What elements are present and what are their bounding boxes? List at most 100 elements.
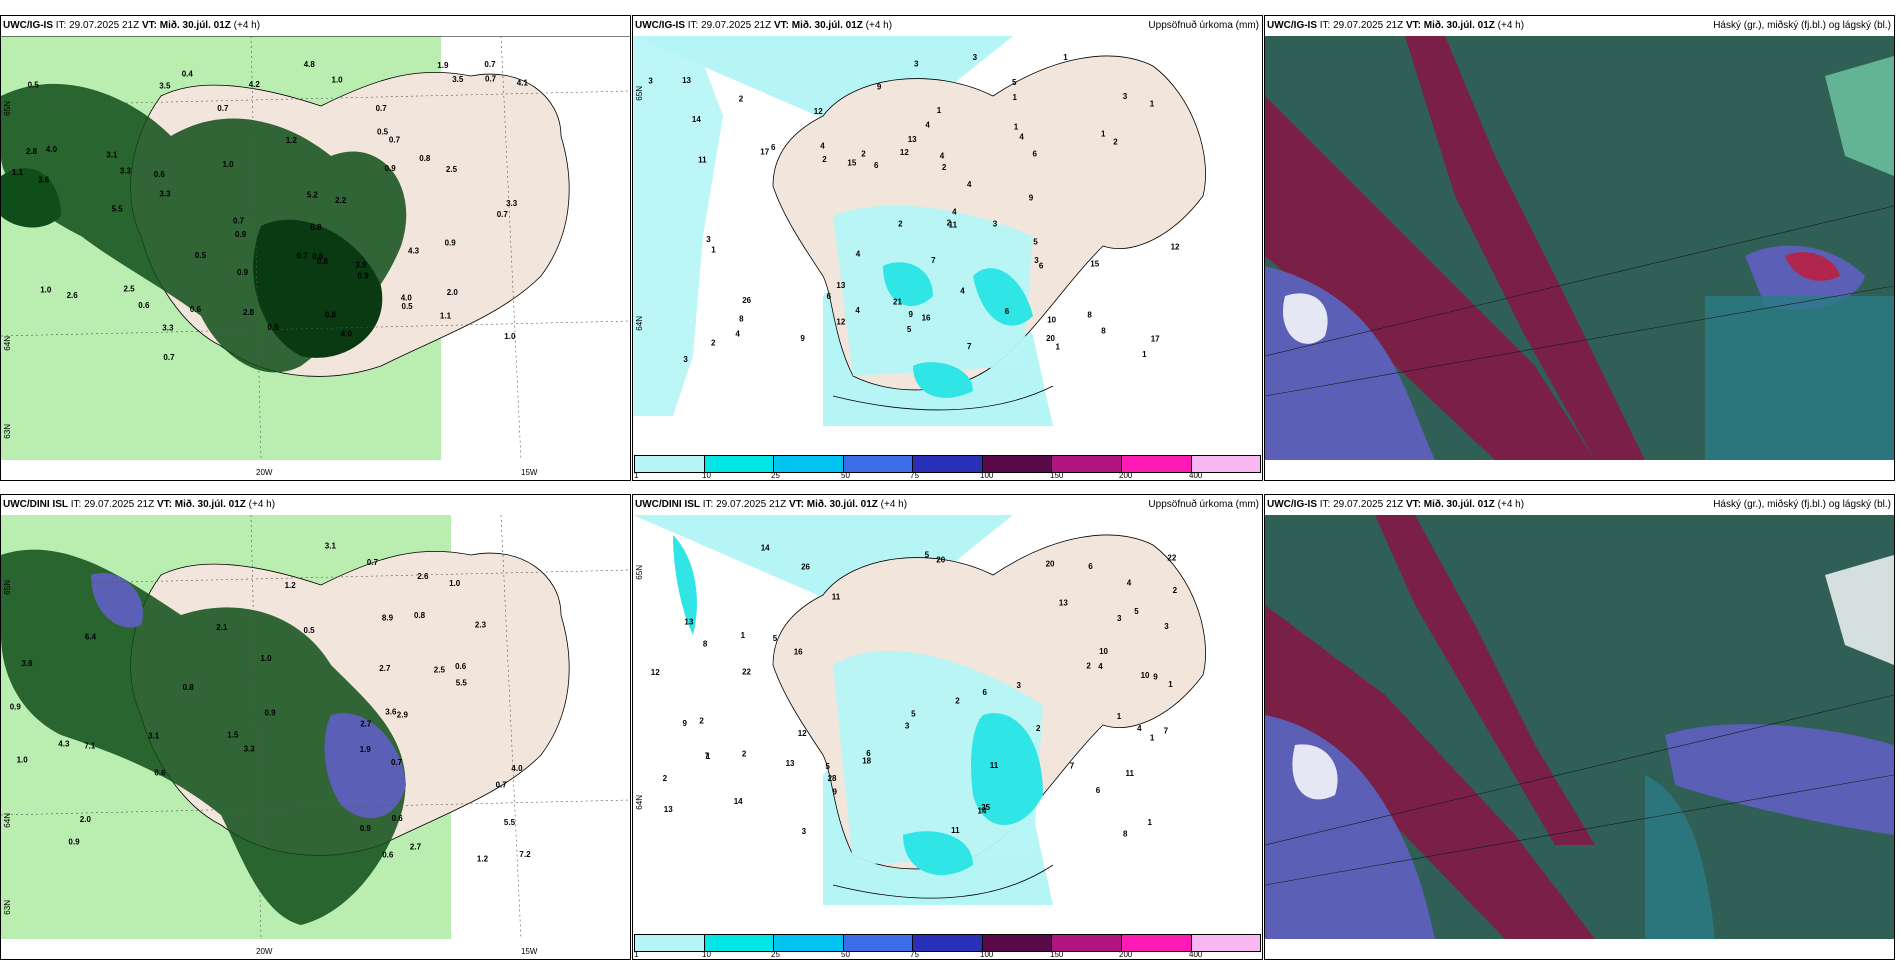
precip-value-label: 0.6 [190, 305, 202, 314]
lat-label: 64N [3, 813, 12, 828]
valid-time-label: VT: [788, 499, 804, 510]
valid-time-label: VT: [156, 499, 172, 510]
precip-value-label: 4.0 [511, 764, 523, 773]
legend-cell [982, 456, 1053, 472]
model-name: UWC/DINI ISL [635, 499, 700, 510]
precip-value-label: 8.9 [382, 613, 394, 622]
precip-value-label: 0.7 [496, 781, 508, 790]
precip-value-label: 3 [648, 77, 653, 86]
panel-header: UWC/IG-IS IT: 29.07.2025 21Z VT: Mið. 30… [1265, 16, 1894, 36]
precip-value-label: 6 [866, 749, 871, 758]
precip-value-label: 0.7 [217, 104, 229, 113]
precip-value-label: 12 [651, 668, 660, 677]
precip-value-label: 6 [874, 161, 879, 170]
lat-label: 65N [635, 86, 644, 101]
legend-cell [1191, 456, 1261, 472]
precip-value-labels: 1.9 4.0 2.5 0.7 0.9 0.8 0.6 1.0 5.5 2.7 3.6 2.7 1.0 0… [10, 541, 531, 863]
precip-value-label: 2 [1086, 662, 1091, 671]
precip-value-label: 4.8 [304, 60, 316, 69]
precip-value-label: 4 [856, 250, 861, 259]
accumulated-precip-map: 2 15 4 7 9 3 8 5 10 6 1 2 4 3 6 4 3 1 2 1 3 4 5 3 6 1 2 4 2 4 8 4 1 3 2 7 9 6… [633, 36, 1262, 436]
map-canvas-r1r [1265, 36, 1894, 460]
legend-cell [1191, 935, 1261, 951]
precip-value-label: 0.7 [484, 60, 496, 69]
precip-value-label: 9 [1153, 673, 1158, 682]
precip-value-label: 7.1 [84, 742, 96, 751]
precip-value-label: 2.0 [80, 815, 92, 824]
lat-label: 64N [635, 316, 644, 331]
lead-time: (+4 h) [1497, 499, 1525, 510]
precip-value-label: 7 [931, 256, 936, 265]
precip-value-label: 8 [1087, 311, 1092, 320]
precip-value-label: 3 [914, 60, 919, 69]
precip-value-label: 3 [1034, 256, 1039, 265]
precip-value-label: 3 [1117, 614, 1122, 623]
precip-value-label: 13 [908, 135, 917, 144]
panel-row2-right: UWC/IG-IS IT: 29.07.2025 21Z VT: Mið. 30… [1264, 494, 1895, 960]
precip-value-label: 13 [664, 805, 673, 814]
precip-value-label: 2.7 [379, 664, 391, 673]
precip-value-label: 0.7 [389, 135, 401, 144]
lat-label: 65N [3, 580, 12, 595]
panel-header: UWC/IG-IS IT: 29.07.2025 21Z VT: Mið. 30… [633, 16, 1262, 36]
precip-value-label: 7 [1164, 726, 1169, 735]
precip-value-label: 11 [1126, 769, 1135, 778]
precip-value-label: 1 [937, 106, 942, 115]
precip-value-label: 0.9 [265, 708, 277, 717]
precip-value-label: 6.4 [85, 633, 97, 642]
model-name: UWC/IG-IS [3, 20, 53, 31]
precip-value-label: 0.9 [235, 230, 247, 239]
map-canvas-r2m: 5113949812141452631379710461222352312568… [633, 515, 1262, 915]
precip-value-label: 0.9 [10, 702, 22, 711]
precip-value-label: 7 [967, 342, 972, 351]
panel-header: UWC/DINI ISL IT: 29.07.2025 21Z VT: Mið.… [633, 495, 1262, 515]
precip-value-label: 4.0 [341, 329, 353, 338]
precip-value-label: 17 [1151, 334, 1160, 343]
precip-value-label: 1.9 [360, 745, 372, 754]
precip-value-label: 4 [940, 151, 945, 160]
precip-value-label: 4.3 [58, 739, 70, 748]
precip-value-label: 4 [1098, 662, 1103, 671]
legend-cell [704, 456, 775, 472]
precip-value-label: 2.2 [335, 196, 347, 205]
precip-value-label: 9 [800, 334, 805, 343]
precip-value-label: 1 [1056, 342, 1061, 351]
legend-cell [774, 935, 844, 951]
precip-value-label: 2 [942, 163, 947, 172]
precip-value-label: 4 [967, 180, 972, 189]
valid-time: Mið. 30.júl. 01Z [791, 20, 863, 31]
precip-value-label: 2.6 [417, 572, 429, 581]
precip-value-label: 3.6 [22, 659, 34, 668]
precip-value-label: 3.1 [325, 541, 337, 550]
precip-value-label: 1.0 [40, 286, 52, 295]
precip-value-label: 0.5 [377, 128, 389, 137]
lat-label: 65N [635, 565, 644, 580]
precip-value-label: 15 [1090, 260, 1099, 269]
initial-time: IT: 29.07.2025 21Z [1319, 499, 1404, 510]
precip-value-label: 11 [951, 826, 960, 835]
precip-value-label: 3 [1164, 622, 1169, 631]
precip-value-label: 6 [1096, 786, 1101, 795]
precip-value-label: 8 [1123, 830, 1128, 839]
lead-time: (+4 h) [865, 20, 893, 31]
precip-value-label: 0.9 [360, 824, 372, 833]
legend-cell [1052, 456, 1122, 472]
legend-tick: 400 [1189, 950, 1203, 959]
precip-value-label: 9 [877, 83, 882, 92]
precip-value-label: 1.0 [260, 654, 272, 663]
precip-value-label: 9 [1029, 194, 1034, 203]
precip-value-label: 2.8 [243, 308, 255, 317]
precip-value-label: 8 [703, 639, 708, 648]
precip-value-label: 13 [786, 759, 795, 768]
legend-tick: 10 [702, 471, 711, 480]
precip-value-label: 16 [922, 313, 931, 322]
precip-value-label: 3.6 [38, 175, 50, 184]
panel-subtitle: Uppsöfnuð úrkoma (mm) [1148, 20, 1259, 31]
precip-value-label: 0.9 [385, 164, 397, 173]
precip-color-legend [634, 934, 1261, 952]
precip-value-label: 0.6 [154, 769, 166, 778]
precip-value-label: 0.8 [419, 154, 431, 163]
precip-value-label: 12 [1171, 242, 1180, 251]
precip-value-label: 2 [898, 219, 903, 228]
